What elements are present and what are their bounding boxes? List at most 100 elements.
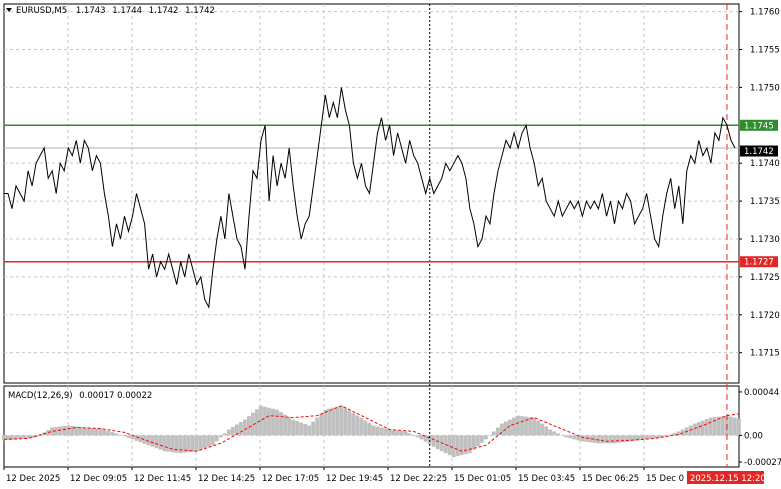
macd-histogram-bar: [170, 435, 175, 453]
macd-histogram-bar: [447, 435, 452, 456]
macd-histogram-bar: [672, 432, 677, 436]
macd-histogram-bar: [471, 435, 476, 450]
dropdown-triangle-icon[interactable]: [6, 8, 12, 12]
macd-histogram-bar: [70, 426, 75, 436]
macd-histogram-bar: [431, 435, 436, 447]
macd-histogram-bar: [50, 427, 55, 436]
macd-histogram-bar: [210, 435, 215, 446]
macd-histogram-bar: [122, 435, 127, 437]
macd-histogram-bar: [435, 435, 440, 450]
macd-histogram-bar: [335, 406, 340, 436]
macd-histogram-bar: [58, 426, 63, 436]
macd-histogram-bar: [676, 431, 681, 436]
macd-histogram-bar: [423, 435, 428, 442]
price-tick-label: 1.1730: [750, 235, 780, 245]
macd-histogram-bar: [383, 428, 388, 436]
macd-histogram-bar: [194, 435, 199, 452]
macd-histogram-bar: [138, 435, 143, 443]
macd-histogram-bar: [728, 416, 733, 436]
macd-histogram-bar: [118, 434, 123, 436]
macd-histogram-bar: [98, 428, 103, 436]
price-tick-label: 1.1750: [750, 83, 780, 93]
macd-histogram-bar: [158, 435, 163, 450]
macd-histogram-bar: [491, 431, 496, 436]
ohlc-close: 1.1742: [185, 6, 215, 16]
macd-histogram-bar: [14, 435, 18, 440]
macd-title: MACD(12,26,9) 0.00017 0.00022: [8, 391, 152, 401]
macd-histogram-bar: [347, 410, 352, 436]
macd-histogram-bar: [150, 435, 155, 447]
macd-histogram-bar: [479, 435, 484, 443]
price-tick-label: 1.1740: [750, 159, 780, 169]
macd-histogram-bar: [540, 423, 545, 436]
macd-histogram-bar: [222, 433, 227, 436]
macd-histogram-bar: [343, 408, 348, 436]
price-tick-label: 1.1725: [750, 273, 780, 283]
macd-histogram-bar: [10, 435, 14, 440]
macd-histogram-bar: [399, 430, 404, 436]
time-tick-label: 15 Dec 01:05: [454, 474, 511, 484]
macd-histogram-bar: [106, 430, 111, 436]
current-time-label: 2025.12.15 12:20: [690, 474, 766, 484]
macd-histogram-bar: [568, 435, 573, 439]
macd-histogram-bar: [536, 420, 540, 436]
macd-histogram-bar: [524, 416, 528, 436]
macd-histogram-bar: [275, 409, 279, 436]
macd-tick-label: 0.00: [744, 431, 763, 441]
macd-histogram-bar: [1, 435, 6, 441]
macd-histogram-bar: [307, 425, 312, 436]
last-price-tag: 1.1742: [740, 145, 778, 157]
macd-histogram-bar: [483, 435, 488, 440]
macd-histogram-bar: [548, 429, 553, 436]
macd-histogram-bar: [379, 427, 384, 436]
macd-histogram-bar: [544, 426, 549, 436]
macd-histogram-bar: [351, 413, 356, 436]
macd-histogram-bar: [427, 435, 432, 445]
svg-text:EURUSD,M5 1.1743 1: EURUSD,M5 1.1743 1.1744 1.1742 1.1742: [16, 6, 215, 16]
macd-histogram-bar: [6, 435, 10, 441]
macd-histogram-bar: [371, 425, 376, 436]
macd-histogram-bar: [303, 424, 308, 436]
macd-histogram-bar: [323, 409, 328, 436]
macd-histogram-bar: [134, 435, 139, 441]
macd-histogram-bar: [467, 435, 472, 454]
macd-signal-line: [3, 405, 740, 452]
macd-histogram-bar: [62, 426, 67, 436]
price-series-line: [4, 87, 736, 309]
macd-histogram-bar: [174, 435, 179, 453]
time-axis: 12 Dec 2025 12 Dec 09:05 12 Dec 11:45 12 De…: [3, 467, 684, 484]
macd-histogram-bar: [415, 435, 420, 438]
time-tick-label: 12 Dec 2025: [6, 474, 60, 484]
macd-histogram-bar: [238, 422, 243, 436]
macd-histogram-bar: [86, 427, 91, 436]
macd-histogram-bar: [291, 419, 295, 436]
macd-histogram-bar: [500, 423, 504, 436]
macd-histogram-bar: [242, 419, 247, 436]
macd-histogram-bar: [608, 435, 613, 444]
macd-histogram-bar: [230, 426, 235, 436]
macd-histogram-bar: [455, 435, 460, 457]
macd-histogram-bar: [287, 417, 291, 436]
macd-histogram-bar: [640, 435, 645, 440]
macd-histogram-bar: [311, 421, 316, 436]
price-tick-label: 1.1760: [750, 8, 780, 18]
macd-histogram-bar: [419, 435, 424, 440]
macd-tick-label: -0.00027: [744, 458, 781, 468]
macd-histogram-bar: [299, 422, 304, 436]
macd-histogram-bar: [90, 427, 95, 436]
time-tick-label: 12 Dec 11:45: [134, 474, 191, 484]
macd-histogram-bar: [186, 435, 191, 453]
time-tick-label: 12 Dec 19:45: [326, 474, 383, 484]
macd-histogram-bar: [30, 435, 34, 438]
ohlc-high: 1.1744: [112, 6, 142, 16]
macd-histogram-bar: [126, 435, 131, 438]
time-tick-label: 15 Dec 03:45: [518, 474, 575, 484]
macd-histogram-bar: [202, 435, 207, 449]
macd-histogram-bar: [395, 430, 400, 436]
macd-histogram-bar: [315, 417, 320, 436]
macd-histogram-bar: [226, 429, 231, 436]
macd-histogram-bar: [283, 414, 287, 436]
macd-histogram-bar: [251, 412, 255, 436]
time-tick-label: 15 Dec 06:25: [582, 474, 639, 484]
